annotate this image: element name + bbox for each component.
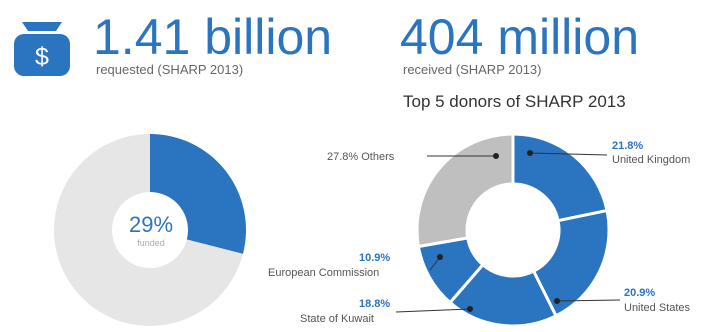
ec-name-label: European Commission [268,267,380,279]
kuwait-name-label: State of Kuwait [300,313,374,325]
received-amount: 404 million [400,9,640,65]
leader-line [556,299,621,302]
donors-title: Top 5 donors of SHARP 2013 [403,92,626,111]
funded-percent: 29% [128,212,174,237]
leader-line [529,152,608,156]
kuwait-value-label: 18.8% [359,298,391,310]
slice-others [415,132,515,249]
requested-label: requested (SHARP 2013) [96,62,244,77]
leader-dot [467,306,473,312]
funded-slice [150,134,246,254]
ec-value-label: 10.9% [359,252,391,264]
leader-dot [437,254,443,260]
slice-united-kingdom [511,132,609,223]
uk-name-label: United Kingdom [612,154,691,166]
requested-amount: 1.41 billion [93,9,333,65]
received-label: received (SHARP 2013) [403,62,542,77]
leader-dot [554,298,560,304]
funded-caption: funded [137,238,165,248]
us-name-label: United States [624,302,691,314]
uk-value-label: 21.8% [612,140,644,152]
unfunded-slice [53,134,243,326]
leader-line [395,308,471,313]
others-label: 27.8% Others [327,151,395,163]
leader-dot [527,150,533,156]
leader-dot [493,153,499,159]
slice-united-states [531,208,611,318]
us-value-label: 20.9% [624,287,656,299]
